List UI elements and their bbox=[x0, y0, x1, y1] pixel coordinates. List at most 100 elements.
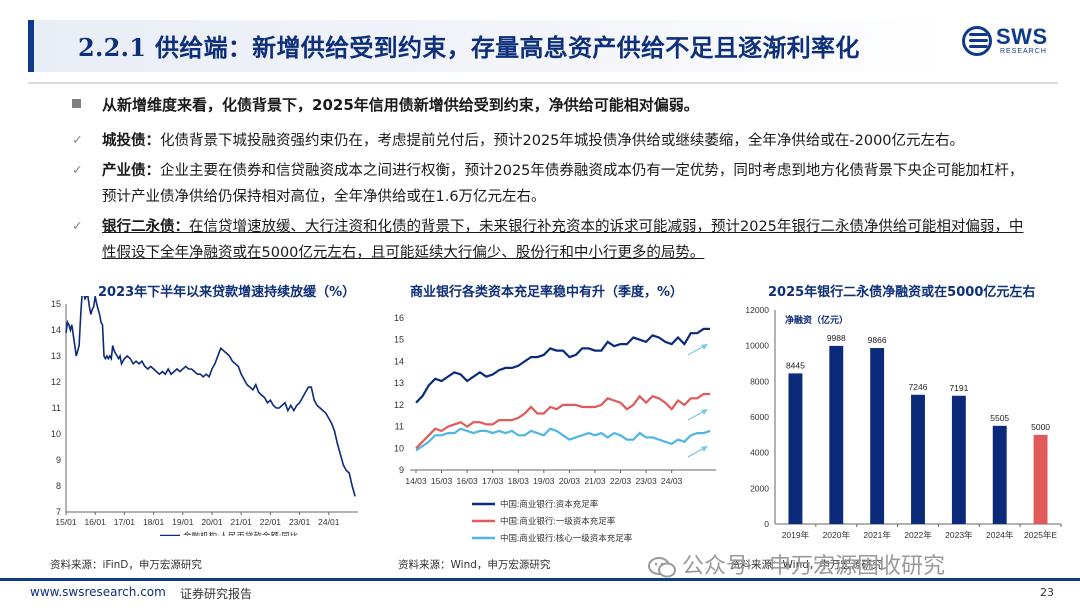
chart1-y-tick-label: 8 bbox=[56, 481, 61, 491]
bullet-text: 企业主要在债券和信贷融资成本之间进行权衡，预计2025年债券融资成本仍有一定优势… bbox=[102, 163, 1024, 205]
chart3-bar bbox=[1033, 434, 1048, 524]
chart3-data-label: 7191 bbox=[949, 383, 968, 393]
chart1-x-tick-label: 23/01 bbox=[289, 517, 311, 527]
chart2-y-tick-label: 10 bbox=[394, 443, 404, 453]
chart3-category-label: 2020年 bbox=[823, 530, 851, 540]
check-icon: ✓ bbox=[72, 133, 83, 148]
sws-logo: SWS RESEARCH bbox=[962, 24, 1062, 64]
chart1-y-tick-label: 12 bbox=[51, 377, 61, 387]
chart1-x-tick-label: 21/01 bbox=[231, 517, 253, 527]
chart2-trend-arrowhead-icon bbox=[701, 343, 708, 350]
chart1-source: 资料来源：iFinD，申万宏源研究 bbox=[50, 559, 202, 571]
chart1-x-tick-label: 17/01 bbox=[114, 517, 136, 527]
chart2-x-tick-label: 14/03 bbox=[405, 476, 427, 486]
chart1-y-tick-label: 7 bbox=[56, 507, 61, 517]
chart3-y-tick-label: 10000 bbox=[745, 341, 769, 351]
chart3-y-axis-title: 净融资（亿元） bbox=[785, 314, 848, 325]
chart3-title: 2025年银行二永债净融资或在5000亿元左右 bbox=[768, 285, 1036, 300]
chart3-bar bbox=[788, 373, 803, 524]
chart2-y-tick-label: 13 bbox=[394, 378, 404, 388]
chart2-title: 商业银行各类资本充足率稳中有升（季度，%） bbox=[410, 285, 684, 300]
chart1-x-tick-label: 24/01 bbox=[318, 517, 340, 527]
chart2-x-tick-label: 24/03 bbox=[661, 476, 683, 486]
chart3-category-label: 2019年 bbox=[782, 530, 810, 540]
chart3-y-tick-label: 4000 bbox=[750, 448, 769, 458]
bullet-label: 城投债： bbox=[102, 133, 160, 149]
footer-url-link[interactable]: www.swsresearch.com bbox=[30, 585, 166, 599]
bullet-text: 化债背景下城投融资强约束仍在，考虑提前兑付后，预计2025年城投债净供给或继续萎… bbox=[160, 133, 965, 149]
chart3-data-label: 7246 bbox=[909, 382, 928, 392]
chart1-y-tick-label: 13 bbox=[51, 351, 61, 361]
title-bar bbox=[28, 20, 953, 72]
chart3-category-label: 2024年 bbox=[986, 530, 1014, 540]
watermark-text: 公众号 · 申万宏源固收研究 bbox=[682, 554, 945, 579]
chart3-y-tick-label: 6000 bbox=[750, 412, 769, 422]
chart2-y-tick-label: 12 bbox=[394, 400, 404, 410]
chart1-x-tick-label: 16/01 bbox=[85, 517, 107, 527]
chart2-x-tick-label: 21/03 bbox=[584, 476, 606, 486]
check-icon: ✓ bbox=[72, 163, 83, 178]
chart2-x-tick-label: 16/03 bbox=[456, 476, 478, 486]
page-title: 2.2.1 供给端：新增供给受到约束，存量高息资产供给不足且逐渐利率化 bbox=[78, 33, 860, 62]
chart3-bar bbox=[829, 345, 844, 524]
chart1-y-tick-label: 9 bbox=[56, 455, 61, 465]
chart2-legend-label-2: 中国:商业银行:核心一级资本充足率 bbox=[500, 533, 633, 543]
chart3-data-label: 9866 bbox=[868, 335, 887, 345]
chart2-y-tick-label: 11 bbox=[395, 422, 404, 432]
chart3-data-label: 9988 bbox=[827, 333, 846, 343]
chart3-data-label: 8445 bbox=[786, 360, 805, 370]
title-accent bbox=[28, 20, 34, 72]
chart3-category-label: 2025年E bbox=[1024, 530, 1057, 540]
chart2-x-tick-label: 19/03 bbox=[533, 476, 555, 486]
wechat-icon bbox=[648, 557, 676, 578]
watermark: 公众号 · 申万宏源固收研究 bbox=[648, 548, 945, 580]
chart1-y-tick-label: 15 bbox=[51, 299, 61, 309]
chart2-y-tick-label: 14 bbox=[394, 356, 404, 366]
chart3-category-label: 2022年 bbox=[904, 530, 932, 540]
chart3-y-tick-label: 2000 bbox=[750, 483, 769, 493]
chart2-y-tick-label: 16 bbox=[394, 313, 404, 323]
chart2-x-tick-label: 15/03 bbox=[431, 476, 453, 486]
chart2-capital-adequacy: 9 10 11 12 13 14 15 16 14/03 15/03 16/03 17/03 18/03… bbox=[394, 313, 716, 543]
chart2-y-tick-label: 9 bbox=[399, 465, 404, 475]
chart3-bar bbox=[992, 425, 1007, 524]
logo-subtext: RESEARCH bbox=[1000, 48, 1047, 55]
chart2-x-tick-label: 17/03 bbox=[482, 476, 504, 486]
chart2-x-tick-label: 20/03 bbox=[559, 476, 581, 486]
chart1-y-tick-label: 10 bbox=[51, 429, 61, 439]
chart3-data-label: 5000 bbox=[1031, 422, 1050, 432]
chart1-loan-growth: 7 8 9 10 11 12 13 14 15 15/01 16/01 17/01 18/01 19/01… bbox=[51, 296, 358, 536]
logo-text: SWS bbox=[996, 24, 1048, 49]
chart1-y-tick-label: 11 bbox=[52, 403, 61, 413]
square-bullet-icon bbox=[72, 99, 81, 108]
chart1-x-tick-label: 18/01 bbox=[143, 517, 165, 527]
chart3-category-label: 2021年 bbox=[863, 530, 891, 540]
chart1-x-tick-label: 15/01 bbox=[55, 517, 77, 527]
chart3-bar bbox=[911, 394, 925, 524]
chart2-x-tick-label: 23/03 bbox=[635, 476, 657, 486]
chart3-y-tick-label: 0 bbox=[764, 519, 769, 529]
chart2-trend-arrowhead-icon bbox=[701, 409, 708, 415]
page-number: 23 bbox=[1040, 586, 1054, 599]
chart3-bank-capital-bond-financing: 0 2000 4000 6000 8000 10000 12000 净融资（亿元） 8445 20… bbox=[745, 305, 1062, 540]
chart2-legend-label-1: 中国:商业银行:一级资本充足率 bbox=[500, 516, 616, 526]
check-icon: ✓ bbox=[72, 219, 83, 234]
chart1-x-tick-label: 22/01 bbox=[260, 517, 282, 527]
header-divider bbox=[28, 82, 1058, 84]
chart2-y-tick-label: 15 bbox=[394, 335, 404, 345]
bullet-label: 产业债： bbox=[102, 163, 160, 179]
chart3-bar bbox=[870, 348, 885, 524]
chart2-trend-arrowhead-icon bbox=[701, 445, 708, 452]
chart3-y-tick-label: 12000 bbox=[745, 305, 769, 315]
chart2-series-line-1 bbox=[415, 392, 710, 450]
chart2-series-line-2 bbox=[415, 427, 711, 452]
chart3-bar bbox=[951, 395, 966, 524]
sws-logo-icon bbox=[962, 26, 992, 56]
chart2-series-line-0 bbox=[415, 327, 710, 404]
chart2-legend-label-0: 中国:商业银行:资本充足率 bbox=[500, 499, 599, 509]
bullet-text: 在信贷增速放缓、大行注资和化债的背景下，未来银行补充资本的诉求可能减弱，预计20… bbox=[102, 219, 1024, 261]
bullet-label: 银行二永债： bbox=[102, 219, 189, 235]
chart2-source: 资料来源：Wind，申万宏源研究 bbox=[398, 559, 551, 571]
chart1-y-tick-label: 14 bbox=[51, 325, 61, 335]
chart1-series-line bbox=[65, 296, 356, 497]
